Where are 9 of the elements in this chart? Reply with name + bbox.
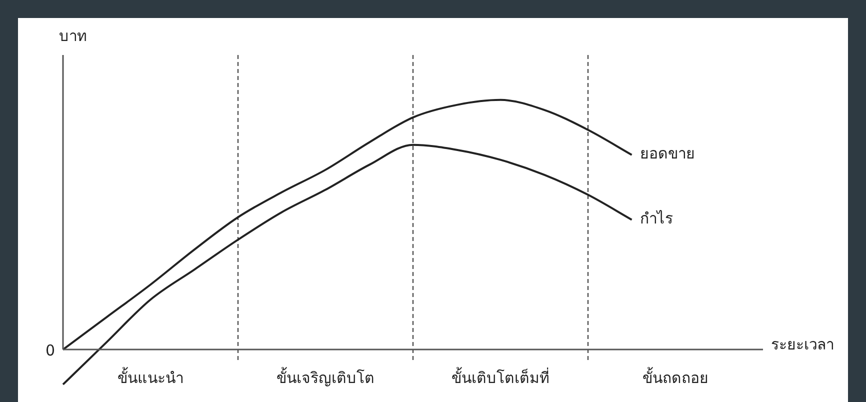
y-axis-title: บาท [59,26,87,45]
series-label: กำไร [640,210,673,228]
x-tick-label: ขั้นเจริญเติบโต [276,366,374,387]
x-tick-label: ขั้นแนะนำ [118,366,184,387]
x-axis-title: ระยะเวลา [771,335,834,354]
x-tick-label: ขั้นเติบโตเต็มที่ [452,366,550,387]
x-tick-label: ขั้นถดถอย [642,366,708,387]
text: 0 [45,341,55,360]
series-label: ยอดขาย [640,144,695,163]
